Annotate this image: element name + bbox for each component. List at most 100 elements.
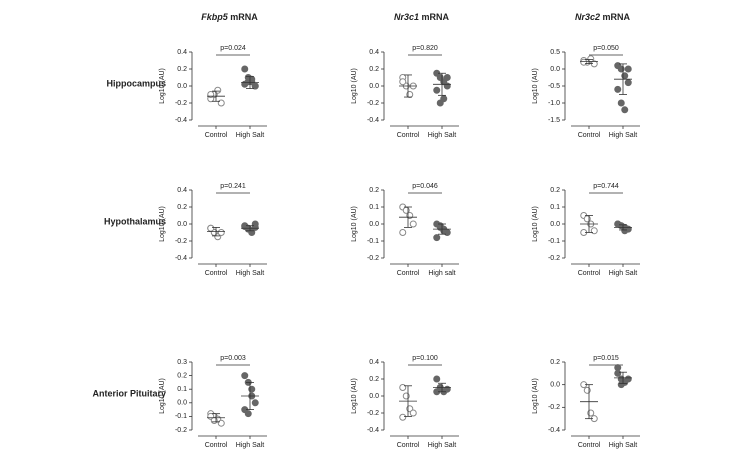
y-tick-label: 0.0	[369, 83, 379, 90]
data-point	[624, 65, 632, 73]
y-tick-label: -0.2	[367, 255, 379, 262]
row-label: Anterior Pituitary	[92, 388, 166, 398]
p-value: p=0.100	[412, 355, 438, 362]
data-point	[580, 58, 588, 66]
y-axis-label: Log10 (AU)	[532, 68, 539, 104]
y-tick-label: -0.4	[367, 427, 379, 434]
y-tick-label: -0.4	[175, 255, 187, 262]
data-point	[207, 224, 215, 232]
y-tick-label: 0.1	[550, 204, 560, 211]
y-tick-label: -0.2	[175, 427, 187, 434]
data-point	[251, 223, 259, 231]
data-point	[621, 106, 629, 114]
x-tick-label: High Salt	[236, 270, 264, 277]
y-tick-label: -0.1	[548, 238, 560, 245]
y-tick-label: -0.2	[548, 404, 560, 411]
x-tick-label: Control	[397, 270, 420, 277]
p-value: p=0.241	[220, 183, 246, 190]
data-point	[217, 419, 225, 427]
y-tick-label: -0.4	[175, 117, 187, 124]
p-value: p=0.744	[593, 183, 619, 190]
y-tick-label: -0.4	[367, 117, 379, 124]
x-tick-label: High Salt	[609, 442, 637, 449]
y-tick-label: 0.2	[369, 66, 379, 73]
x-tick-label: Control	[205, 442, 228, 449]
p-value: p=0.003	[220, 355, 246, 362]
data-point	[614, 85, 622, 93]
y-tick-label: 0.0	[177, 221, 187, 228]
y-tick-label: 0.2	[177, 372, 187, 379]
x-tick-label: High Salt	[236, 442, 264, 449]
y-axis-label: Log10 (AU)	[351, 206, 358, 242]
y-tick-label: -0.1	[367, 238, 379, 245]
title-suffix: mRNA	[422, 12, 450, 22]
y-tick-label: -0.1	[175, 413, 187, 420]
y-tick-label: 0.5	[550, 49, 560, 56]
x-tick-label: Control	[578, 132, 601, 139]
data-point	[433, 375, 441, 383]
gene-name: Nr3c2	[575, 12, 600, 22]
data-point	[433, 86, 441, 94]
y-tick-label: 0.2	[177, 66, 187, 73]
column-title: Nr3c1 mRNA	[394, 12, 450, 22]
title-suffix: mRNA	[230, 12, 258, 22]
x-tick-label: High Salt	[428, 132, 456, 139]
data-point	[614, 364, 622, 372]
y-tick-label: -0.2	[175, 100, 187, 107]
y-tick-label: 0.2	[550, 359, 560, 366]
x-tick-label: High salt	[428, 270, 455, 277]
data-point	[244, 410, 252, 418]
data-point	[409, 220, 417, 228]
y-tick-label: 0.0	[550, 382, 560, 389]
row-label: Hippocampus	[106, 78, 166, 88]
y-tick-label: 0.0	[369, 221, 379, 228]
y-tick-label: 0.0	[550, 221, 560, 228]
y-tick-label: 0.0	[177, 400, 187, 407]
x-tick-label: High Salt	[609, 270, 637, 277]
y-tick-label: 0.4	[177, 49, 187, 56]
y-axis-label: Log10 (AU)	[159, 206, 166, 242]
column-title: Nr3c2 mRNA	[575, 12, 631, 22]
p-value: p=0.015	[593, 355, 619, 362]
y-axis-label: Log10 (AU)	[351, 68, 358, 104]
y-tick-label: 0.2	[550, 187, 560, 194]
y-tick-label: 0.4	[369, 359, 379, 366]
x-tick-label: Control	[578, 442, 601, 449]
x-tick-label: High Salt	[428, 442, 456, 449]
p-value: p=0.820	[412, 45, 438, 52]
x-tick-label: High Salt	[609, 132, 637, 139]
data-point	[251, 399, 259, 407]
data-point	[624, 79, 632, 87]
data-point	[399, 413, 407, 421]
y-tick-label: 0.2	[177, 204, 187, 211]
y-tick-label: 0.2	[369, 376, 379, 383]
x-tick-label: Control	[397, 132, 420, 139]
x-tick-label: Control	[397, 442, 420, 449]
y-tick-label: -0.2	[367, 410, 379, 417]
p-value: p=0.050	[593, 45, 619, 52]
y-tick-label: 0.1	[369, 204, 379, 211]
y-tick-label: 0.0	[369, 393, 379, 400]
x-tick-label: Control	[205, 270, 228, 277]
y-tick-label: -0.4	[548, 427, 560, 434]
title-suffix: mRNA	[603, 12, 631, 22]
p-value: p=0.024	[220, 45, 246, 52]
y-tick-label: 0.3	[177, 359, 187, 366]
data-point	[217, 229, 225, 236]
data-point	[590, 227, 598, 235]
y-tick-label: 0.2	[369, 187, 379, 194]
y-tick-label: 0.4	[369, 49, 379, 56]
y-tick-label: 0.0	[177, 83, 187, 90]
data-point	[409, 409, 417, 417]
data-point	[241, 372, 249, 380]
data-point	[251, 82, 259, 90]
gene-name: Fkbp5	[201, 12, 228, 22]
y-axis-label: Log10 (AU)	[351, 378, 358, 414]
data-point	[617, 99, 625, 107]
data-point	[433, 234, 441, 242]
x-tick-label: Control	[205, 132, 228, 139]
data-point	[241, 65, 249, 73]
x-tick-label: High Salt	[236, 132, 264, 139]
data-point	[443, 74, 451, 81]
